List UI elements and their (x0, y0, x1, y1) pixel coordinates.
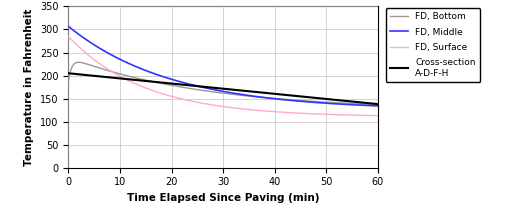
Legend: FD, Bottom, FD, Middle, FD, Surface, Cross-section
A-D-F-H: FD, Bottom, FD, Middle, FD, Surface, Cro… (385, 8, 480, 82)
X-axis label: Time Elapsed Since Paving (min): Time Elapsed Since Paving (min) (127, 193, 319, 203)
Y-axis label: Temperature in Fahrenheit: Temperature in Fahrenheit (24, 8, 34, 166)
